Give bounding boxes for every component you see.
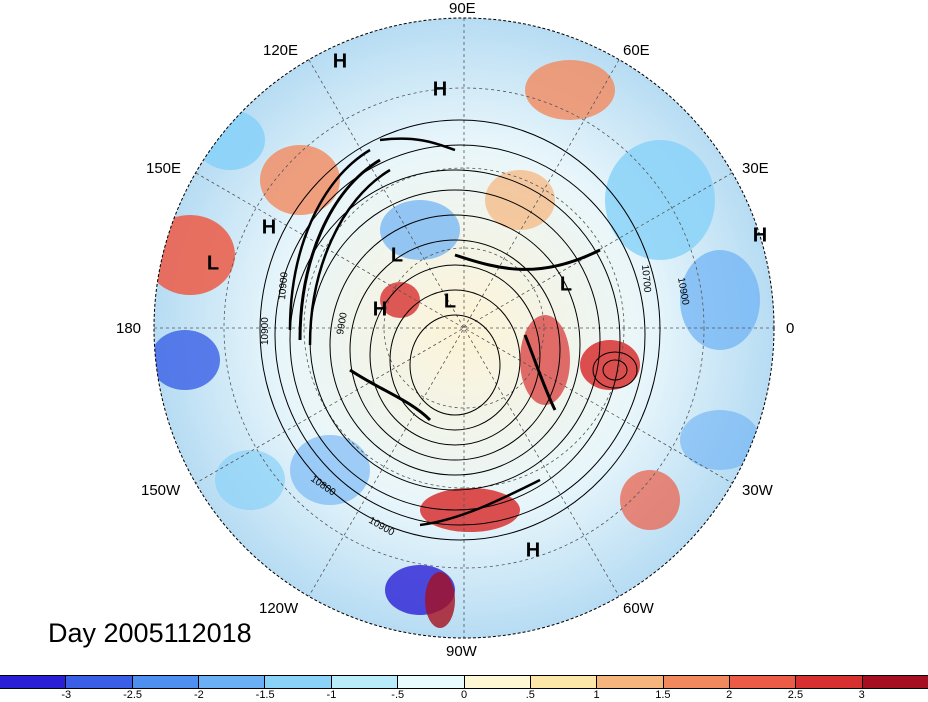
colorbar-segment [0,676,67,688]
lon-label-180: 180 [116,320,142,337]
contour-label-1: 10900 [277,271,290,300]
colorbar-segment [729,676,797,688]
lon-label-120e: 120E [263,42,299,59]
plot-title: Day 2005112018 [48,618,252,648]
colorbar-segment [66,676,133,688]
lon-label-150w: 150W [141,482,181,499]
colorbar-tick-labels: -3 -2.5 -2 -1.5 -1 -.5 0 .5 1 1.5 2 2.5 3 [0,689,928,702]
colorbar-tick-label: -.5 [391,689,405,701]
lon-label-90w: 90W [446,643,477,660]
high-pressure-marker: H [332,50,348,73]
colorbar-tick-label: -2 [193,689,204,701]
colorbar-tick-label: 3 [858,689,865,701]
colorbar-segment [464,676,531,688]
contour-label-7: 10900 [675,277,691,307]
map-boundary [153,17,775,639]
contour-label-2: 10900 [260,317,271,345]
colorbar-tick-label: 1 [593,689,600,701]
colorbar-tick-label: 1.5 [655,689,671,701]
colorbar-tick-label: -3 [61,689,72,701]
colorbar-tick-label: 2.5 [787,689,804,701]
lon-label-60e: 60E [623,42,650,59]
colorbar [0,675,928,689]
colorbar-tick-label: -2.5 [123,689,143,701]
colorbar-tick-label: 2 [726,689,733,701]
high-pressure-marker: H [752,224,768,247]
colorbar-tick-label: 0 [460,689,468,701]
colorbar-segment [530,676,598,688]
high-pressure-marker: H [525,539,541,562]
colorbar-segment [796,676,863,688]
low-pressure-marker: L [443,290,457,313]
colorbar-tick-label: -1.5 [255,689,275,701]
high-pressure-marker: H [432,78,448,101]
colorbar-segment [132,676,200,688]
contour-label-6: 10700 [639,264,652,293]
colorbar-segment [862,676,928,688]
colorbar-segment [597,676,664,688]
colorbar-segment [663,676,730,688]
colorbar-tick-label: -1 [326,689,337,701]
high-pressure-marker: H [261,216,277,239]
low-pressure-marker: L [559,273,573,296]
anomaly-field: 10900 10900 9900 10800 10900 10700 10900 [154,18,774,638]
lon-label-30e: 30E [742,160,769,177]
colorbar-segment [398,676,465,688]
colorbar-segment [199,676,266,688]
lon-label-150e: 150E [146,160,182,177]
lon-label-0: 0 [786,320,795,337]
lon-label-90e: 90E [449,0,476,17]
colorbar-tick-label: .5 [525,689,535,701]
colorbar-segment [265,676,332,688]
lon-label-30w: 30W [742,482,773,499]
low-pressure-marker: L [390,244,404,267]
high-pressure-marker: H [372,298,388,321]
contour-label-3: 9900 [335,311,350,335]
lon-label-60w: 60W [623,600,654,617]
low-pressure-marker: L [206,252,220,275]
lon-label-120w: 120W [259,600,299,617]
colorbar-segment [331,676,399,688]
